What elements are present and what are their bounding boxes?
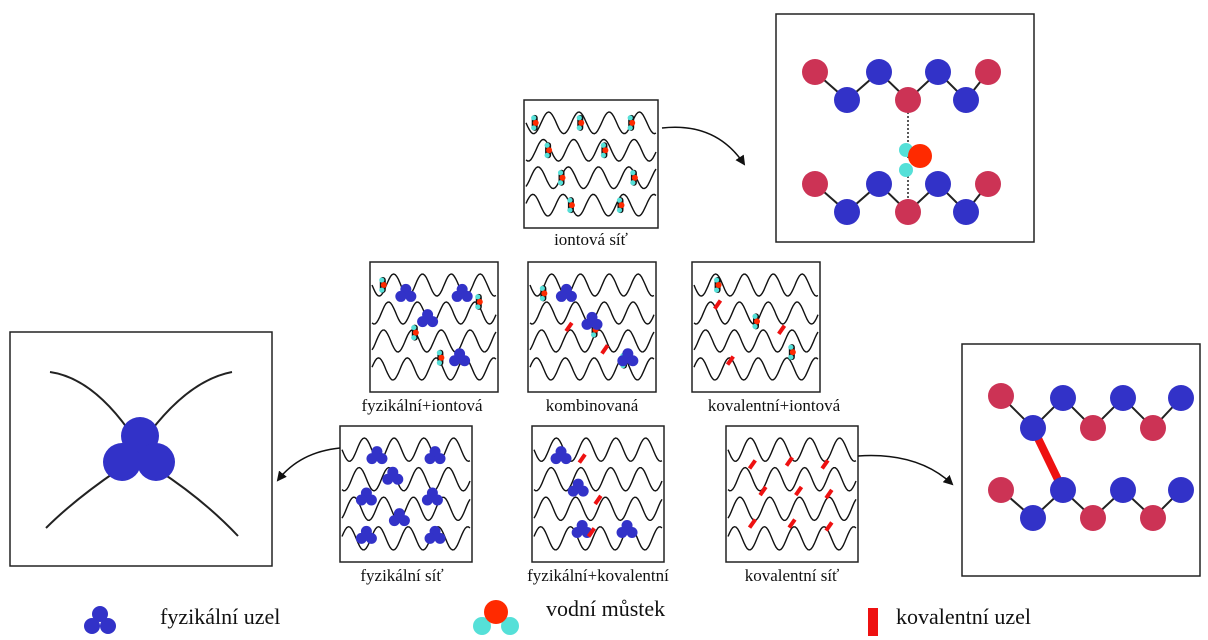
water-bridge-icon [473,600,519,635]
panel-4-chains [341,437,471,551]
label-physical: fyzikální síť [360,566,444,585]
label-covalent-ionic: kovalentní+iontová [707,396,841,415]
label-ionic: iontová síť [554,230,628,249]
physical-node-large [103,417,175,481]
covalent-node-icon [868,608,878,636]
zoom-ionic-content [802,59,1001,225]
panel-physical-covalent [531,425,665,563]
panel-covalent [725,425,859,563]
arrow-to-ionic-zoom [661,126,746,166]
panel-1-chains [371,273,497,381]
panel-5-chains [533,437,663,551]
legend-water-bridge: vodní můstek [546,596,666,621]
panel-2-chains [529,273,655,381]
physical-node-icon [84,606,116,634]
legend-covalent-node: kovalentní uzel [896,604,1032,629]
panel-ionic [523,99,659,229]
panel-6-chains [727,437,857,551]
label-physical-ionic: fyzikální+iontová [361,396,483,415]
arrow-to-physical-zoom [276,447,341,482]
label-covalent: kovalentní síť [744,566,840,585]
label-physical-covalent: fyzikální+kovalentní [527,566,669,585]
zoom-covalent-frame [961,343,1201,577]
panel-physical-ionic [369,261,499,393]
panel-0-chains [525,111,657,217]
legend-physical-node: fyzikální uzel [160,604,281,629]
zoom-covalent-content [988,383,1194,531]
arrow-to-covalent-zoom [857,454,954,486]
panel-3-chains [693,273,819,381]
label-combined: kombinovaná [545,396,639,415]
